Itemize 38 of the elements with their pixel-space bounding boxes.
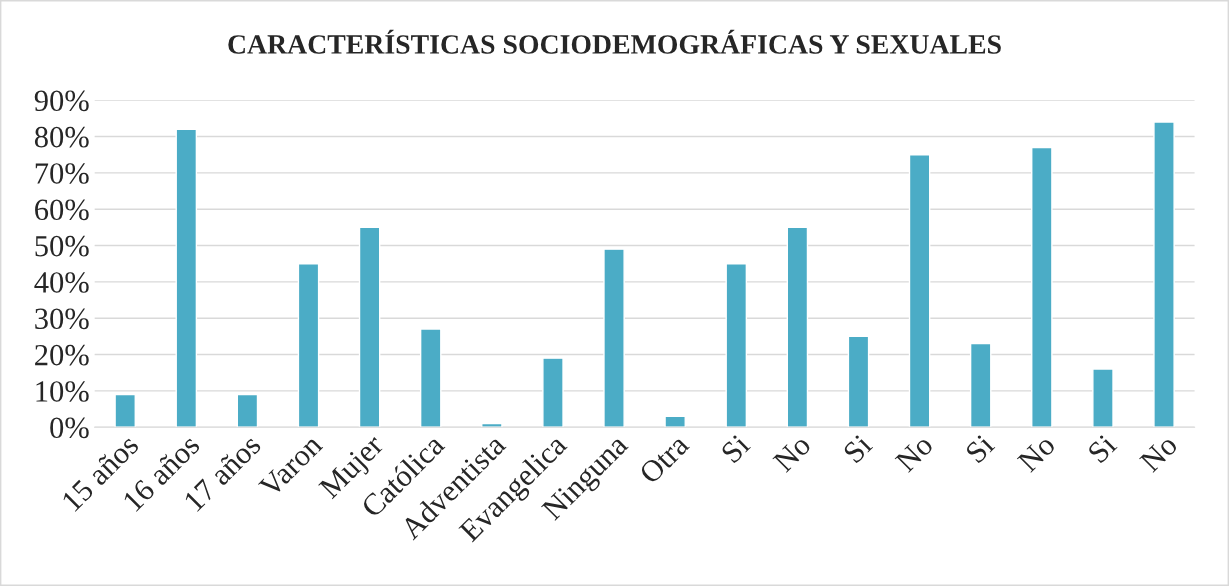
y-tick-label: 90% bbox=[34, 90, 89, 112]
bar bbox=[358, 226, 381, 428]
y-tick-label: 50% bbox=[35, 235, 89, 257]
bar bbox=[908, 154, 931, 428]
x-tick-label: No bbox=[894, 433, 934, 474]
x-tick-label: Si bbox=[842, 433, 874, 464]
bar bbox=[664, 415, 686, 428]
bar bbox=[419, 328, 442, 428]
x-tick-label: No bbox=[1016, 433, 1057, 474]
bar bbox=[847, 335, 870, 428]
y-tick-label: 80% bbox=[34, 126, 89, 148]
y-tick-label: 60% bbox=[35, 199, 89, 221]
bar bbox=[1153, 121, 1175, 428]
bar bbox=[725, 263, 748, 428]
bar bbox=[481, 422, 503, 428]
x-tick-label: Si bbox=[964, 433, 996, 464]
x-tick-label: Si bbox=[1087, 433, 1118, 464]
bar bbox=[236, 393, 259, 428]
y-tick-label: 30% bbox=[35, 308, 89, 330]
x-tick-label: No bbox=[1139, 433, 1179, 474]
chart-title: CARACTERÍSTICAS SOCIODEMOGRÁFICAS Y SEXUALES bbox=[228, 29, 1001, 54]
bar bbox=[114, 393, 136, 428]
x-tick-label: Si bbox=[720, 433, 752, 464]
y-tick-label: 0% bbox=[50, 417, 89, 439]
y-tick-label: 40% bbox=[34, 272, 89, 293]
x-tick-label: No bbox=[772, 433, 812, 474]
bar bbox=[786, 226, 809, 428]
bar bbox=[603, 248, 625, 428]
bar bbox=[542, 357, 564, 428]
bar bbox=[1092, 368, 1114, 428]
bar bbox=[1031, 146, 1053, 428]
bar bbox=[175, 128, 198, 428]
bar bbox=[297, 263, 320, 428]
x-tick-label: Otra bbox=[638, 433, 691, 485]
y-tick-label: 20% bbox=[35, 344, 89, 366]
bar bbox=[969, 342, 992, 428]
y-tick-label: 10% bbox=[36, 381, 89, 402]
y-tick-label: 70% bbox=[35, 163, 89, 184]
